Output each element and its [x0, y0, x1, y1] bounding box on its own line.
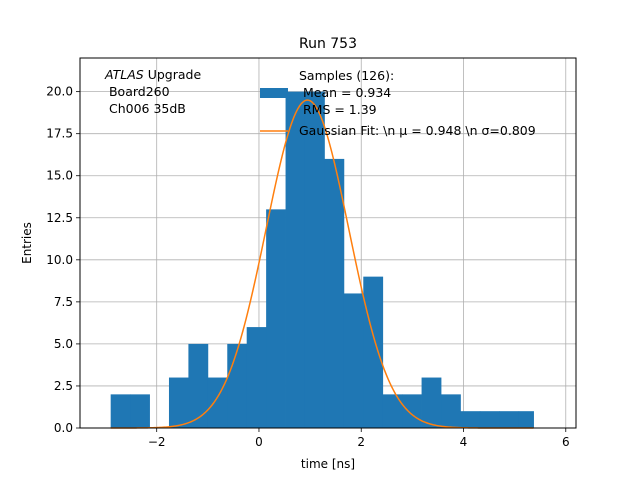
histogram-bar-7 [246, 327, 267, 428]
y-tick-label-7: 17.5 [46, 127, 73, 141]
y-tick-label-4: 10.0 [46, 253, 73, 267]
y-tick-label-5: 12.5 [46, 211, 73, 225]
y-tick-label-1: 2.5 [54, 379, 73, 393]
atlas-annotation: ATLAS Upgrade Board260 Ch006 35dB [104, 67, 201, 116]
histogram-bar-8 [266, 209, 286, 428]
histogram-bar-14 [382, 394, 403, 428]
histogram-bar-6 [227, 343, 248, 428]
legend-samples-swatch [260, 88, 288, 98]
x-tick-label-0: −2 [148, 435, 166, 449]
plot-frame [79, 57, 577, 429]
y-tick-label-2: 5.0 [54, 337, 73, 351]
histogram-bar-11 [324, 158, 345, 428]
y-tick-label-6: 15.0 [46, 169, 73, 183]
histogram-bar-19 [479, 411, 500, 428]
histogram-bar-0 [110, 394, 131, 428]
board-label: Board260 [105, 84, 170, 99]
y-tick-label-0: 0.0 [54, 421, 73, 435]
legend-samples-line3: RMS = 1.39 [299, 102, 377, 117]
y-axis-label: Entries [20, 222, 34, 264]
histogram-bar-18 [460, 411, 481, 428]
histogram-bars [110, 91, 534, 429]
histogram-bar-5 [207, 377, 228, 428]
histogram-bar-3 [168, 377, 189, 428]
histogram-bar-20 [499, 411, 520, 428]
histogram-bar-9 [285, 91, 306, 429]
atlas-label-upgrade: Upgrade [144, 67, 202, 82]
histogram-bar-16 [421, 377, 442, 428]
histogram-bar-12 [343, 293, 364, 428]
x-axis-label: time [ns] [301, 457, 355, 471]
histogram-bar-17 [441, 394, 461, 428]
y-axis-ticks: 0.0 2.5 5.0 7.5 10.0 12.5 15.0 17.5 20.0 [46, 85, 80, 435]
x-axis-ticks: −2 0 2 4 6 [148, 428, 570, 449]
atlas-label: ATLAS Upgrade [104, 67, 201, 82]
y-tick-label-8: 20.0 [46, 85, 73, 99]
x-tick-label-1: 0 [255, 435, 263, 449]
legend-samples-line1: Samples (126): [299, 68, 394, 83]
histogram-bar-21 [518, 411, 534, 428]
x-tick-label-4: 6 [562, 435, 570, 449]
histogram-bar-13 [363, 276, 384, 428]
y-tick-label-3: 7.5 [54, 295, 73, 309]
x-tick-label-3: 4 [460, 435, 468, 449]
histogram-bar-10 [304, 91, 325, 429]
x-tick-label-2: 2 [357, 435, 365, 449]
chart-title: Run 753 [299, 36, 357, 52]
legend: Samples (126): Mean = 0.934 RMS = 1.39 G… [260, 68, 536, 138]
legend-fit-label: Gaussian Fit: \n μ = 0.948 \n σ=0.809 [299, 123, 536, 138]
histogram-bar-15 [402, 394, 422, 428]
histogram-bar-4 [188, 343, 209, 428]
channel-label: Ch006 35dB [105, 101, 186, 116]
atlas-label-italic: ATLAS [104, 67, 144, 82]
histogram-bar-1 [130, 394, 150, 428]
legend-samples-line2: Mean = 0.934 [299, 85, 391, 100]
